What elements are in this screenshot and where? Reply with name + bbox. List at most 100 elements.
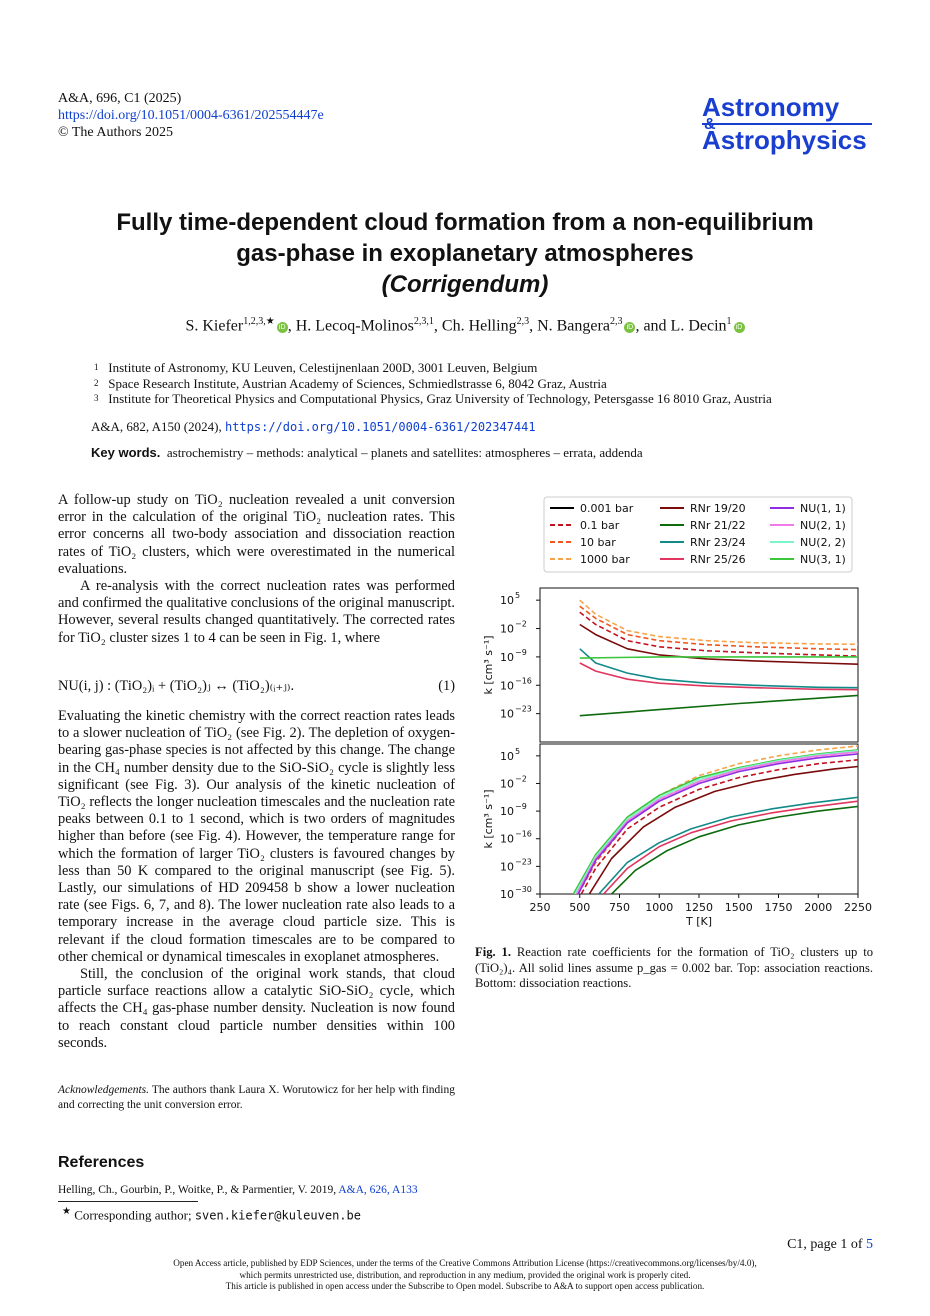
y-tick-exponent: −23 xyxy=(515,705,532,714)
y-tick-label: 10 xyxy=(500,833,514,846)
series-line-nu-2-2- xyxy=(574,749,858,894)
author-name: Ch. Helling xyxy=(441,317,517,335)
y-tick-exponent: −2 xyxy=(515,620,527,629)
y-tick-exponent: −16 xyxy=(515,830,532,839)
author-affil: 1,2,3,★ xyxy=(243,316,275,327)
paragraph: A re-analysis with the correct nucleatio… xyxy=(58,578,455,646)
legend-label: RNr 21/22 xyxy=(690,519,746,532)
affiliation-number: 2 xyxy=(94,377,99,388)
x-tick-label: 2250 xyxy=(844,901,872,914)
affiliation-text: Space Research Institute, Austrian Acade… xyxy=(108,375,607,391)
orcid-icon[interactable]: iD xyxy=(276,322,288,334)
x-tick-label: 500 xyxy=(569,901,590,914)
y-tick-exponent: −30 xyxy=(515,885,532,894)
y-tick-exponent: −23 xyxy=(515,857,532,866)
title-line1: Fully time-dependent cloud formation fro… xyxy=(116,209,814,236)
series-line-rnr-21-22 xyxy=(579,694,858,717)
acknowledgements: Acknowledgements. The authors thank Laur… xyxy=(58,1083,455,1113)
author-list: S. Kiefer1,2,3,★iD, H. Lecoq-Molinos2,3,… xyxy=(0,316,930,335)
journal-logo[interactable]: Astronomy & Astrophysics xyxy=(702,94,872,153)
footer-line: which permits unrestricted use, distribu… xyxy=(239,1269,691,1280)
corresponding-author: ★ Corresponding author; sven.kiefer@kule… xyxy=(62,1206,361,1223)
y-tick-label: 10 xyxy=(500,623,514,636)
legend-label: NU(1, 1) xyxy=(800,502,846,515)
author-sep: , xyxy=(529,317,538,335)
footnote-rule xyxy=(58,1201,198,1202)
x-tick-label: 1750 xyxy=(765,901,793,914)
footer-line: This article is published in open access… xyxy=(225,1281,705,1291)
series-line-10-bar xyxy=(579,605,858,651)
author-affil: 2,3 xyxy=(609,316,623,327)
original-doi-link[interactable]: https://doi.org/10.1051/0004-6361/202347… xyxy=(224,420,536,434)
star-icon: ★ xyxy=(62,1206,71,1217)
legend-label: RNr 19/20 xyxy=(690,502,746,515)
figure-caption: Fig. 1. Reaction rate coefficients for t… xyxy=(475,945,873,992)
author-affil: 2,3,1 xyxy=(413,316,434,327)
equation-1: NU(i, j) : (TiO₂)ᵢ + (TiO₂)ⱼ ↔ (TiO₂)₍ᵢ₊… xyxy=(58,678,455,695)
series-line-1000-bar xyxy=(574,745,858,894)
affiliation-number: 1 xyxy=(94,362,99,372)
series-line-0-1-bar xyxy=(579,611,858,657)
original-ref-text: A&A, 682, A150 (2024), xyxy=(91,419,225,434)
series-line-nu-1-1- xyxy=(577,753,858,894)
corresponding-email[interactable]: sven.kiefer@kuleuven.be xyxy=(194,1208,361,1223)
y-tick-label: 10 xyxy=(500,750,514,763)
orcid-icon[interactable]: iD xyxy=(733,322,745,334)
journal-logo-line2: Astrophysics xyxy=(702,125,867,155)
series-line-nu-2-1- xyxy=(575,751,858,894)
copyright: © The Authors 2025 xyxy=(58,125,173,140)
x-tick-label: 1250 xyxy=(685,901,713,914)
article-title: Fully time-dependent cloud formation fro… xyxy=(0,207,930,300)
y-tick-exponent: −16 xyxy=(515,676,532,685)
figure-1-chart: 0.001 bar 0.1 bar 10 bar 1000 bar RNr 19/20 R… xyxy=(482,496,872,928)
series-line-nu-3-1- xyxy=(579,656,858,659)
page-number-text: C1, page 1 of xyxy=(787,1237,866,1252)
author-name: H. Lecoq-Molinos xyxy=(295,317,414,335)
legend-box xyxy=(543,496,853,573)
paragraph: Evaluating the kinetic chemistry with th… xyxy=(58,708,455,965)
page-total-link[interactable]: 5 xyxy=(866,1237,873,1252)
y-tick-exponent: 5 xyxy=(515,747,520,756)
affiliation-number: 3 xyxy=(94,393,99,403)
doi-link[interactable]: https://doi.org/10.1051/0004-6361/202554… xyxy=(58,108,324,123)
article-header: A&A, 696, C1 (2025) https://doi.org/10.1… xyxy=(58,90,324,141)
affiliation: 3 Institute for Theoretical Physics and … xyxy=(94,391,772,407)
reference-text: Helling, Ch., Gourbin, P., Woitke, P., &… xyxy=(58,1184,339,1196)
y-tick-label: 10 xyxy=(500,708,514,721)
page-number: C1, page 1 of 5 xyxy=(787,1237,873,1253)
plot-frame xyxy=(539,587,859,743)
series-line-1000-bar xyxy=(579,599,858,646)
series-line-rnr-21-22 xyxy=(611,805,858,894)
journal-logo-line1: Astronomy xyxy=(702,94,872,125)
affiliation: 1 Institute of Astronomy, KU Leuven, Cel… xyxy=(94,360,772,376)
equation-number: (1) xyxy=(438,678,455,694)
legend-label: RNr 25/26 xyxy=(690,553,746,566)
y-tick-label: 10 xyxy=(500,888,514,901)
ack-text: The authors thank Laura X. Worutowicz fo… xyxy=(58,1084,455,1111)
author-sep: , and xyxy=(635,317,671,335)
paragraph: A follow-up study on TiO₂ nucleation rev… xyxy=(58,492,455,577)
y-tick-label: 10 xyxy=(500,679,514,692)
x-tick-label: 250 xyxy=(530,901,551,914)
reference-link[interactable]: A&A, 626, A133 xyxy=(338,1184,418,1196)
legend-label: 0.001 bar xyxy=(580,502,634,515)
affiliation: 2 Space Research Institute, Austrian Aca… xyxy=(94,376,772,392)
caption-label: Fig. 1. xyxy=(475,945,511,959)
body-top: A follow-up study on TiO₂ nucleation rev… xyxy=(58,492,455,647)
legend-label: NU(3, 1) xyxy=(800,553,846,566)
author-affil: 2,3 xyxy=(516,316,530,327)
body-bottom: Evaluating the kinetic chemistry with th… xyxy=(58,708,455,1052)
title-line3: (Corrigendum) xyxy=(381,271,549,298)
y-axis-label: k [cm³ s⁻¹] xyxy=(482,789,495,848)
equation-text: NU(i, j) : (TiO₂)ᵢ + (TiO₂)ⱼ ↔ (TiO₂)₍ᵢ₊… xyxy=(58,678,295,694)
y-tick-label: 10 xyxy=(500,777,514,790)
author-name: S. Kiefer xyxy=(185,317,244,335)
author-name: L. Decin xyxy=(670,317,727,335)
series-line-rnr-19-20 xyxy=(588,765,858,894)
ack-label: Acknowledgements. xyxy=(58,1084,150,1096)
y-tick-exponent: −2 xyxy=(515,774,527,783)
orcid-icon[interactable]: iD xyxy=(624,322,636,334)
series-line-0-1-bar xyxy=(580,759,858,894)
reference-entry: Helling, Ch., Gourbin, P., Woitke, P., &… xyxy=(58,1184,418,1196)
journal-logo-amp: & xyxy=(704,116,716,133)
